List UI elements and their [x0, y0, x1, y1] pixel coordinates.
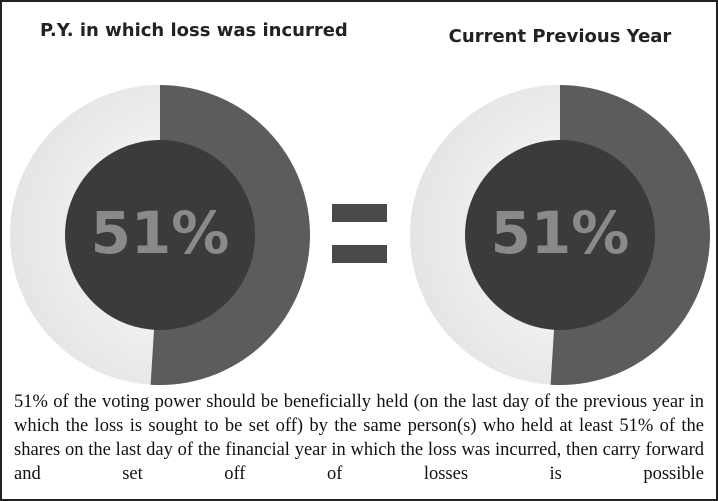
- equals-bar: [332, 204, 387, 222]
- caption: 51% of the voting power should be benefi…: [14, 392, 704, 484]
- donut-label: 51%: [91, 199, 230, 267]
- equals-bar: [332, 245, 387, 263]
- panel-title: Current Previous Year: [449, 26, 672, 47]
- panel-title: P.Y. in which loss was incurred: [40, 20, 348, 41]
- donut-center: [65, 140, 255, 330]
- donut-center: [465, 140, 655, 330]
- donut-label: 51%: [491, 199, 630, 267]
